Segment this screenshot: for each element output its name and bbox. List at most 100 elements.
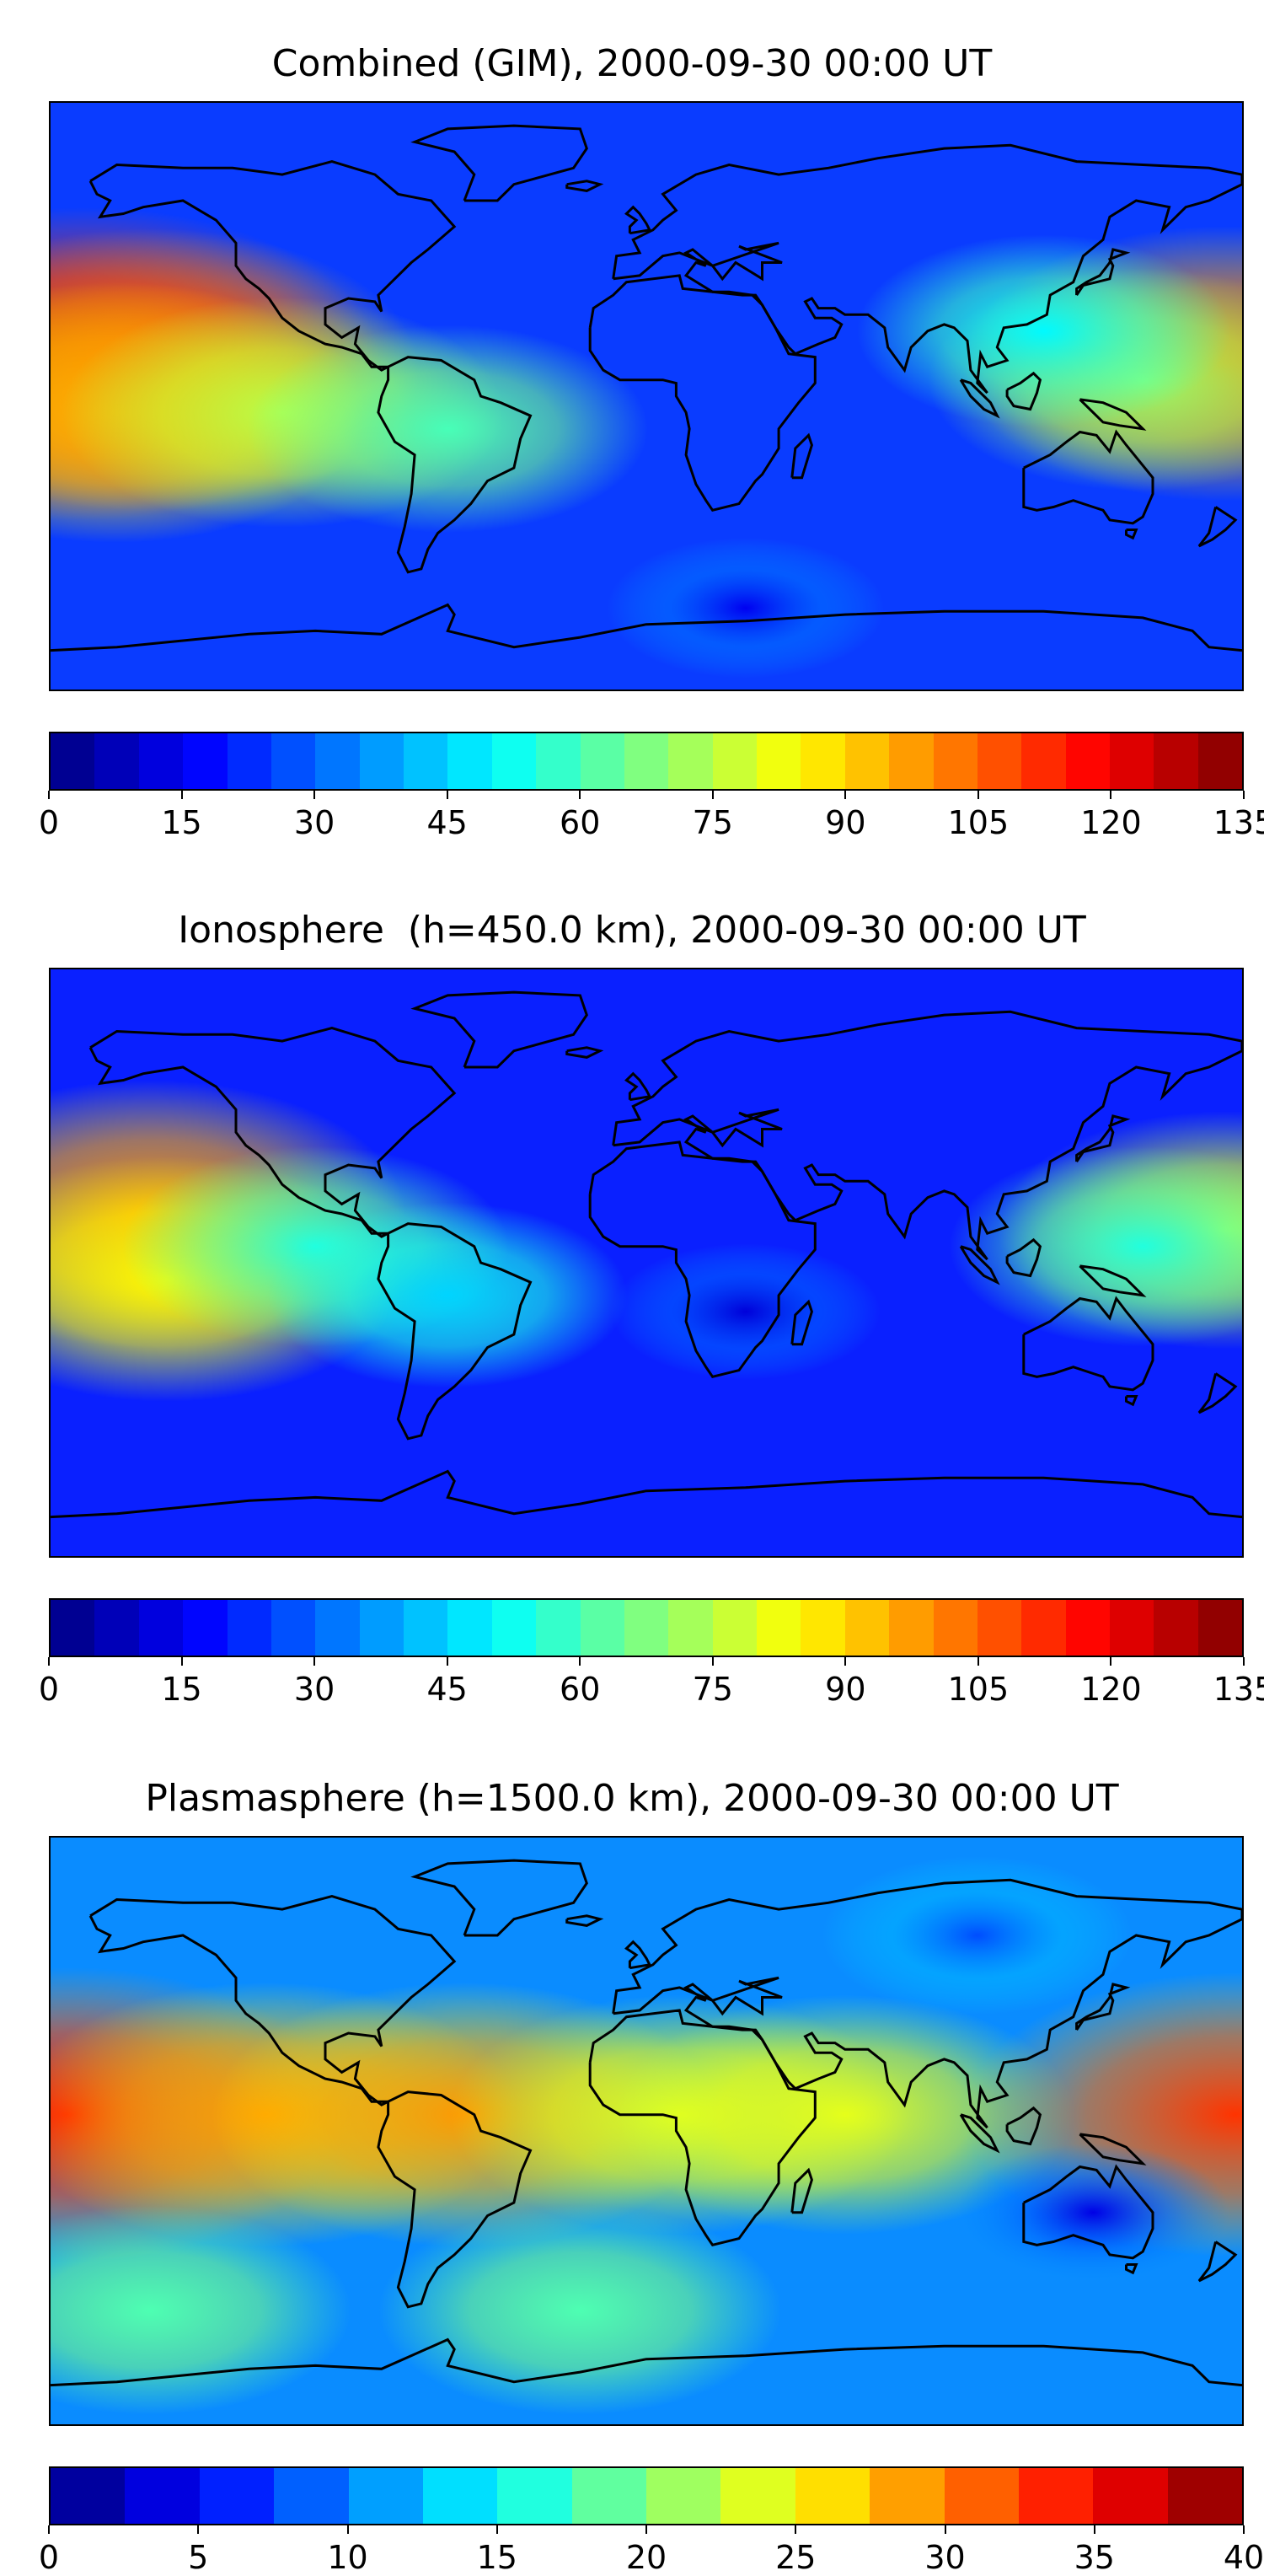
colorbar-segment <box>315 733 360 789</box>
colorbar-segment <box>270 733 316 789</box>
coastline <box>51 603 1242 652</box>
coastline <box>88 1895 457 2106</box>
coastline <box>790 1299 813 1346</box>
colorbar-tick <box>1243 2525 1245 2534</box>
colorbar-segment <box>94 733 139 789</box>
colorbar-segment <box>944 2468 1019 2524</box>
colorbar-tick-label: 30 <box>924 2539 966 2576</box>
coastline <box>612 1010 1242 1261</box>
colorbar-tick-label: 90 <box>825 804 866 841</box>
colorbar-segment <box>497 2468 572 2524</box>
colorbar-segment <box>624 1600 669 1656</box>
colorbar-segment <box>51 2468 126 2524</box>
colorbar-segment <box>844 733 890 789</box>
coastline <box>1125 2263 1138 2275</box>
colorbar-segment <box>720 2468 795 2524</box>
colorbar-tick <box>579 1657 581 1666</box>
colorbar-segment <box>977 733 1022 789</box>
coastline <box>377 2090 533 2309</box>
coastline <box>959 1245 1000 1285</box>
colorbar-tick <box>180 1657 183 1666</box>
colorbar-segment <box>977 1600 1022 1656</box>
coastline <box>1197 1372 1238 1414</box>
colorbar-tick-label: 60 <box>560 804 601 841</box>
colorbar-segment <box>1154 733 1198 789</box>
colorbar-segment <box>870 2468 945 2524</box>
coastline <box>624 205 652 235</box>
colorbar-tick <box>446 1657 448 1666</box>
colorbar-segment <box>404 1600 448 1656</box>
colorbar-tick-label: 0 <box>38 804 60 841</box>
colorbar-segment <box>668 733 713 789</box>
colorbar-tick <box>711 791 714 799</box>
colorbar-segment <box>580 1600 624 1656</box>
coastline <box>959 2113 1000 2154</box>
coastline <box>377 1222 533 1441</box>
colorbar-segment <box>1167 2468 1242 2524</box>
field-maximum <box>607 538 885 679</box>
coastline <box>588 274 817 513</box>
coastlines <box>51 1859 1242 2387</box>
colorbar-segment <box>348 2468 423 2524</box>
field-maximum <box>949 1146 1242 1347</box>
coastline <box>565 1046 604 1059</box>
field-layer <box>51 1838 1242 2424</box>
coastline <box>1079 1264 1147 1297</box>
colorbar-segment <box>1197 1600 1243 1656</box>
colorbar-segment <box>491 733 537 789</box>
coastline <box>1022 2164 1154 2260</box>
colorbar-segment <box>94 1600 139 1656</box>
colorbar-tick-label: 30 <box>293 1671 335 1708</box>
colorbar-tick <box>1093 2525 1095 2534</box>
colorbar-ticks-ionosphere: 0 15 30 45 60 75 90 105 120 135 <box>39 1657 1264 1708</box>
coastline <box>588 1140 817 1379</box>
colorbar-segment <box>536 733 581 789</box>
colorbar-segment <box>1065 733 1110 789</box>
colorbar-tick-label: 25 <box>775 2539 817 2576</box>
colorbar-tick-label: 120 <box>1080 1671 1142 1708</box>
colorbar-segment <box>199 2468 275 2524</box>
colorbar-segment <box>51 1600 95 1656</box>
colorbar-segment <box>359 733 404 789</box>
colorbar-tick-label: 135 <box>1213 804 1264 841</box>
colorbar-tick <box>313 791 316 799</box>
colorbar-tick-label: 60 <box>560 1671 601 1708</box>
colorbar-tick <box>48 2525 50 2534</box>
colorbar-segment <box>404 733 448 789</box>
coastline <box>51 2337 1242 2387</box>
colorbar-plasmasphere <box>49 2466 1244 2525</box>
colorbar-segment <box>646 2468 721 2524</box>
field-maximum <box>378 2205 782 2415</box>
field-layer <box>51 103 1242 690</box>
coastline <box>624 1940 652 1970</box>
coastline <box>51 1469 1242 1519</box>
field-maximum <box>51 2205 351 2415</box>
colorbar-tick <box>48 1657 50 1666</box>
colorbar-segment <box>668 1600 713 1656</box>
colorbar-segment <box>536 1600 581 1656</box>
colorbar-tick-label: 30 <box>293 804 335 841</box>
colorbar-tick <box>313 1657 316 1666</box>
colorbar-tick-label: 35 <box>1074 2539 1115 2576</box>
colorbar-segment <box>580 733 624 789</box>
coastline <box>588 2009 817 2247</box>
coastline <box>612 1878 1242 2129</box>
colorbar-ticks-plasmasphere: 0 5 10 15 20 25 30 35 40 <box>39 2525 1264 2576</box>
colorbar-tick-label: 20 <box>625 2539 667 2576</box>
colorbar-tick <box>977 1657 979 1666</box>
colorbar-tick-label: 15 <box>161 804 202 841</box>
coastline <box>377 356 533 574</box>
coastline <box>1022 429 1154 525</box>
coastlines <box>51 124 1242 652</box>
colorbar-segment <box>801 1600 845 1656</box>
colorbar-segment <box>1065 1600 1110 1656</box>
colorbar-segment <box>447 1600 492 1656</box>
colorbar-segment <box>359 1600 404 1656</box>
colorbar-tick <box>1243 1657 1245 1666</box>
colorbar-tick <box>1110 1657 1112 1666</box>
coastline <box>612 143 1242 394</box>
panel-title-combined: Combined (GIM), 2000-09-30 00:00 UT <box>271 42 993 85</box>
coastline <box>1075 248 1131 296</box>
colorbar-tick <box>1243 791 1245 799</box>
coastline <box>1197 2241 1238 2283</box>
